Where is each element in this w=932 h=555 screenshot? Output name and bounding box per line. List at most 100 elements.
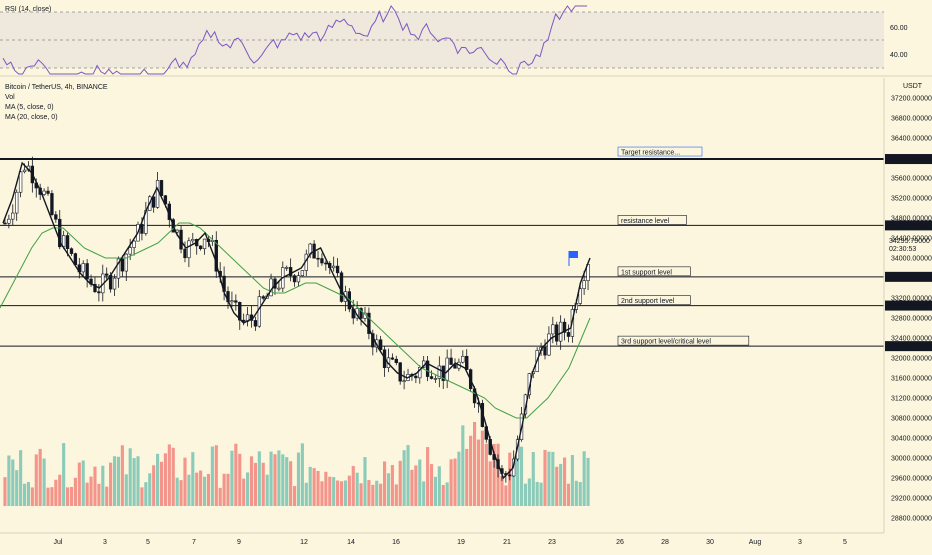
level-label[interactable]: 3rd support level/critical level xyxy=(621,339,711,346)
volume-bar xyxy=(66,487,70,506)
volume-bar xyxy=(445,482,449,506)
legend-ma5[interactable]: MA (5, close, 0) xyxy=(5,104,54,111)
candle-body xyxy=(390,357,395,360)
level-label[interactable]: 2nd support level xyxy=(621,298,675,305)
volume-bar xyxy=(363,457,367,506)
volume-bar xyxy=(296,452,301,506)
volume-bar xyxy=(124,474,128,506)
volume-bar xyxy=(253,462,257,506)
time-axis[interactable]: Jul 3 5 7 9 12 14 16 19 21 23 26 28 30 Aug 3 5 xyxy=(54,539,848,546)
volume-bar xyxy=(30,487,34,506)
flag-icon[interactable] xyxy=(568,251,578,266)
candle-body xyxy=(42,190,46,195)
level-label-box xyxy=(617,266,691,277)
volume-bar xyxy=(191,452,195,506)
level-label[interactable]: 1st support level xyxy=(621,269,672,276)
volume-bar xyxy=(426,447,430,506)
candle-body xyxy=(367,312,371,334)
candle-body xyxy=(214,239,218,272)
candle-body xyxy=(257,296,261,327)
ma20-line xyxy=(0,222,591,419)
price-tick-label: 31200.000000 xyxy=(891,396,932,403)
rsi-pane: RSI (14, close) 60.00 40.00 xyxy=(0,5,908,75)
volume-bar xyxy=(343,480,347,506)
candle-body xyxy=(230,300,234,303)
volume-bar xyxy=(249,456,254,506)
candle-body xyxy=(551,324,555,335)
volume-bar xyxy=(570,455,574,506)
candle-body xyxy=(120,258,125,272)
candle-body xyxy=(198,245,203,250)
candle-body xyxy=(54,214,58,220)
candle-body xyxy=(11,212,15,220)
current-price-tag: 34295.79000 02:30:53 xyxy=(889,238,930,253)
volume-bar xyxy=(234,443,238,506)
volume-bar xyxy=(7,455,11,506)
legend-ma20[interactable]: MA (20, close, 0) xyxy=(5,114,58,121)
time-tick-label: 26 xyxy=(616,539,624,546)
volume-bar xyxy=(285,457,289,506)
symbol-title[interactable]: Bitcoin / TetherUS, 4h, BINANCE xyxy=(5,84,108,91)
candle-body xyxy=(132,240,136,248)
volume-bar xyxy=(457,451,461,506)
candle-body xyxy=(46,190,50,194)
price-axis[interactable]: 37200.000000 36800.000000 36400.000000 3600… xyxy=(883,78,932,533)
ma5-line xyxy=(2,161,591,480)
currency-label: USDT xyxy=(903,83,923,90)
volume-bar xyxy=(543,449,547,506)
time-tick-label: 5 xyxy=(146,539,150,546)
price-tick-label: 32000.000000 xyxy=(891,356,932,363)
volume-bar xyxy=(539,482,543,506)
rsi-band xyxy=(0,12,884,68)
time-tick-label: 30 xyxy=(706,539,714,546)
volume-bar xyxy=(390,465,394,506)
volume-bar xyxy=(101,465,105,506)
legend-volume[interactable]: Vol xyxy=(5,94,15,101)
time-tick-label: 23 xyxy=(548,539,556,546)
volume-bar xyxy=(465,449,469,506)
volume-bar xyxy=(347,475,351,506)
volume-bar xyxy=(375,480,379,506)
volume-bar xyxy=(175,477,179,506)
level-label[interactable]: resistance level xyxy=(621,218,670,225)
volume-bar xyxy=(85,482,89,506)
level-price-tag xyxy=(885,341,932,352)
volume-bar xyxy=(97,483,101,506)
volume-bar xyxy=(144,482,148,506)
candle-body xyxy=(418,367,422,379)
volume-bar xyxy=(480,430,484,506)
volume-bar xyxy=(371,484,375,506)
candle-body xyxy=(296,275,301,283)
candle-body xyxy=(159,180,164,196)
candle-body xyxy=(18,171,23,193)
volume-bar xyxy=(93,466,97,506)
candle-body xyxy=(402,380,406,382)
candle-body xyxy=(332,265,336,269)
time-tick-label: 9 xyxy=(237,539,241,546)
candle-body xyxy=(234,300,238,303)
candle-body xyxy=(253,320,258,327)
volume-bar xyxy=(54,479,58,506)
candle-body xyxy=(433,378,438,380)
candle-body xyxy=(69,248,74,254)
candle-body xyxy=(261,296,265,299)
candle-body xyxy=(65,235,70,249)
rsi-lower-label: 40.00 xyxy=(890,52,908,59)
candle-body xyxy=(566,332,571,337)
level-label[interactable]: Target resistance... xyxy=(621,150,680,157)
candle-body xyxy=(140,224,144,234)
level-price-tag xyxy=(885,154,932,165)
volume-bar xyxy=(379,483,383,506)
time-tick-label: 21 xyxy=(503,539,511,546)
volume-bar xyxy=(58,474,62,506)
candle-body xyxy=(437,365,442,379)
volume-bar xyxy=(202,476,207,506)
volume-bar xyxy=(199,470,203,506)
time-tick-label: 7 xyxy=(192,539,196,546)
volume-bar xyxy=(11,459,15,506)
price-tick-label: 31600.000000 xyxy=(891,376,932,383)
level-price-label: 33048.69830 xyxy=(888,303,929,310)
support-resistance-levels: Target resistance... 35979.29990 resistanc… xyxy=(0,146,932,352)
